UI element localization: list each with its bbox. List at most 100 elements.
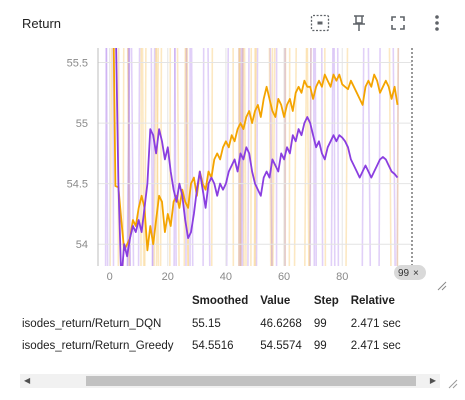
raw-trace — [109, 48, 113, 266]
pin-icon[interactable] — [346, 10, 372, 36]
raw-trace — [378, 48, 381, 266]
raw-trace — [122, 48, 125, 266]
raw-trace — [312, 48, 316, 266]
raw-trace — [247, 48, 250, 266]
y-tick-label: 55 — [76, 118, 88, 130]
legend-relative: 2.471 sec — [350, 340, 401, 352]
raw-trace — [105, 48, 109, 266]
raw-trace — [293, 48, 297, 266]
raw-trace — [210, 48, 214, 266]
legend-header-step[interactable]: Step — [313, 295, 339, 307]
legend-row-greedy[interactable]: isodes_return/Return_Greedy 54.5516 54.5… — [16, 335, 407, 357]
legend-header-relative[interactable]: Relative — [350, 295, 395, 307]
raw-trace — [314, 48, 318, 266]
raw-trace — [330, 48, 334, 266]
y-tick-label: 54.5 — [67, 179, 88, 191]
fullscreen-icon[interactable] — [385, 10, 411, 36]
raw-trace — [155, 48, 160, 266]
scroll-right-icon[interactable]: ▶ — [429, 376, 436, 385]
series-line-greedy[interactable] — [115, 2, 399, 281]
horizontal-scrollbar[interactable]: ◀ ▶ — [20, 374, 440, 388]
legend-header-name — [16, 293, 186, 313]
legend-table: Smoothed Value Step Relative isodes_retu… — [16, 293, 407, 357]
scrollbar-thumb[interactable] — [86, 376, 416, 386]
legend-relative: 2.471 sec — [350, 318, 401, 330]
legend-header-smoothed[interactable]: Smoothed — [192, 295, 249, 307]
series-layer — [112, 0, 399, 281]
raw-trace — [396, 48, 399, 266]
table-resize-grip-icon[interactable] — [448, 379, 458, 389]
raw-trace — [388, 48, 392, 266]
resize-grip-icon[interactable] — [437, 281, 447, 291]
raw-trace — [183, 48, 187, 266]
step-badge[interactable]: 99 × — [394, 265, 426, 280]
y-tick-label: 55.5 — [67, 58, 88, 70]
raw-trace — [173, 48, 176, 266]
raw-trace — [306, 48, 310, 266]
x-tick-label: 60 — [278, 271, 290, 283]
raw-trace — [392, 48, 396, 266]
raw-trace — [186, 48, 190, 266]
raw-trace — [269, 48, 273, 266]
step-badge-close-icon[interactable]: × — [413, 268, 419, 279]
raw-trace — [150, 48, 154, 266]
legend-row-dqn[interactable]: isodes_return/Return_DQN 55.15 46.6268 9… — [16, 313, 407, 335]
legend-step: 99 — [313, 340, 327, 352]
raw-trace — [190, 48, 194, 266]
tick-labels: 54 54.5 55 55.5 0 20 40 60 80 — [67, 58, 349, 283]
raw-trace — [185, 48, 189, 266]
return-chart[interactable]: 54 54.5 55 55.5 0 20 40 60 80 99 × — [0, 0, 465, 295]
raw-trace — [176, 48, 180, 266]
raw-trace — [151, 48, 156, 266]
legend-header-row: Smoothed Value Step Relative — [16, 293, 407, 313]
series-line-dqn[interactable] — [112, 0, 399, 252]
raw-trace — [141, 48, 145, 266]
raw-trace — [255, 48, 259, 266]
raw-trace — [126, 48, 131, 266]
raw-trace — [336, 48, 340, 266]
scroll-left-icon[interactable]: ◀ — [24, 376, 31, 385]
raw-trace — [272, 48, 276, 266]
x-tick-label: 40 — [220, 271, 232, 283]
raw-trace — [333, 48, 336, 266]
raw-trace — [159, 48, 163, 266]
legend-step: 99 — [313, 318, 327, 330]
legend-run-name: isodes_return/Return_Greedy — [22, 340, 174, 352]
raw-trace — [202, 48, 205, 266]
legend-value: 46.6268 — [260, 318, 302, 330]
raw-trace — [268, 48, 272, 266]
raw-trace — [127, 48, 131, 266]
raw-trace — [367, 48, 372, 266]
raw-trace — [308, 48, 312, 266]
legend-header-value[interactable]: Value — [260, 295, 291, 307]
raw-trace — [137, 48, 141, 266]
raw-trace — [271, 48, 274, 266]
raw-trace — [396, 48, 400, 266]
raw-trace — [309, 48, 312, 266]
x-tick-label: 80 — [336, 271, 348, 283]
raw-trace — [173, 48, 177, 266]
raw-trace — [207, 48, 211, 266]
legend-value: 54.5574 — [260, 340, 302, 352]
raw-trace — [127, 48, 131, 266]
raw-trace — [225, 48, 230, 266]
x-tick-label: 20 — [162, 271, 174, 283]
raw-trace — [345, 48, 349, 266]
raw-trace — [243, 48, 247, 266]
card-title: Return — [22, 16, 62, 31]
raw-trace — [253, 48, 257, 266]
raw-trace — [143, 48, 147, 266]
fit-domain-icon[interactable] — [307, 10, 333, 36]
legend-smoothed: 55.15 — [192, 318, 221, 330]
x-tick-label: 0 — [107, 271, 113, 283]
raw-trace — [155, 48, 160, 266]
step-badge-label: 99 — [398, 268, 410, 279]
raw-trace — [104, 48, 107, 266]
legend-smoothed: 54.5516 — [192, 340, 234, 352]
raw-trace — [126, 48, 130, 266]
more-vert-icon[interactable] — [424, 10, 450, 36]
raw-trace — [361, 48, 365, 266]
legend-run-name: isodes_return/Return_DQN — [22, 318, 162, 330]
y-tick-label: 54 — [76, 239, 88, 251]
